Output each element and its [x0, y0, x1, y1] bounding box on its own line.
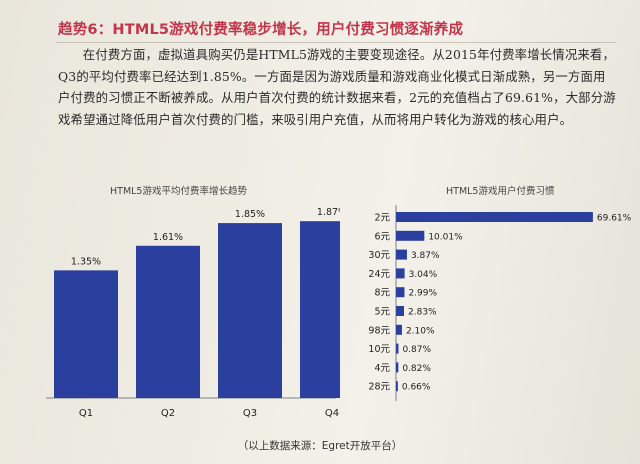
data-label-q4: 1.87%: [317, 207, 340, 218]
hbar-4: [396, 287, 405, 298]
hbar-data-label-2: 3.87%: [411, 251, 440, 261]
y-tick-label-8: 4元: [374, 363, 390, 374]
hbar-data-label-0: 69.61%: [597, 214, 632, 224]
bar-q2: [136, 245, 200, 398]
hbar-0: [396, 212, 593, 222]
hbar-9: [396, 381, 398, 392]
data-label-q3: 1.85%: [235, 209, 265, 220]
y-tick-label-6: 98元: [368, 325, 390, 336]
hbar-2: [396, 249, 407, 260]
hbar-data-label-8: 0.82%: [402, 364, 431, 374]
x-tick-label-q1: Q1: [79, 408, 93, 419]
bar-q3: [218, 223, 282, 398]
hbar-data-label-3: 3.04%: [409, 270, 438, 280]
data-source-note: （以上数据来源：Egret开放平台）: [237, 440, 403, 452]
y-tick-label-3: 24元: [368, 269, 390, 280]
hbar-data-label-6: 2.10%: [406, 326, 435, 336]
hbar-3: [396, 268, 405, 279]
hbar-data-label-1: 10.01%: [428, 232, 463, 242]
hbar-data-label-4: 2.99%: [408, 289, 437, 299]
x-tick-label-q4: Q4: [325, 408, 339, 419]
x-tick-label-q3: Q3: [243, 408, 257, 419]
y-tick-label-5: 5元: [374, 307, 390, 318]
y-tick-label-7: 10元: [368, 344, 390, 355]
data-label-q1: 1.35%: [71, 256, 101, 267]
body-paragraph: 在付费方面，虚拟道具购买仍是HTML5游戏的主要变现途径。从2015年付费率增长…: [58, 47, 616, 127]
hbar-data-label-7: 0.87%: [402, 345, 431, 355]
y-tick-label-0: 2元: [374, 213, 390, 224]
right-bar-chart: 2元 69.61% 6元 10.01% 30元 3.87% 24元 3.04% 8元 2.99% 5…: [368, 205, 632, 401]
y-tick-label-1: 6元: [374, 231, 390, 242]
hbar-5: [396, 306, 405, 316]
right-chart-title: HTML5游戏用户付费习惯: [446, 186, 555, 197]
bar-q4: [300, 221, 340, 398]
y-tick-label-4: 8元: [374, 288, 390, 299]
y-tick-label-2: 30元: [368, 250, 390, 261]
hbar-6: [396, 324, 402, 335]
left-bar-chart: 1.35% Q1 1.61% Q2 1.85% Q3 1.87% Q4: [46, 207, 340, 419]
hbar-data-label-9: 0.66%: [402, 383, 431, 393]
x-tick-label-q2: Q2: [161, 408, 175, 419]
y-tick-label-9: 28元: [368, 382, 390, 393]
heading-divider: [56, 42, 616, 43]
hbar-data-label-5: 2.83%: [408, 308, 437, 318]
data-label-q2: 1.61%: [153, 232, 183, 243]
hbar-8: [396, 362, 399, 373]
hbar-1: [396, 230, 425, 241]
section-heading: 趋势6：HTML5游戏付费率稳步增长，用户付费习惯逐渐养成: [58, 22, 464, 38]
bar-q1: [54, 270, 118, 398]
hbar-7: [396, 343, 399, 354]
left-chart-title: HTML5游戏平均付费率增长趋势: [110, 186, 247, 197]
